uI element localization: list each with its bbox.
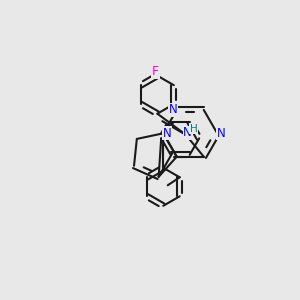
Text: N: N bbox=[217, 127, 226, 140]
Text: H: H bbox=[190, 124, 198, 134]
Text: N: N bbox=[183, 126, 192, 139]
Text: N: N bbox=[163, 127, 172, 140]
Text: N: N bbox=[168, 103, 177, 116]
Text: F: F bbox=[152, 65, 159, 78]
